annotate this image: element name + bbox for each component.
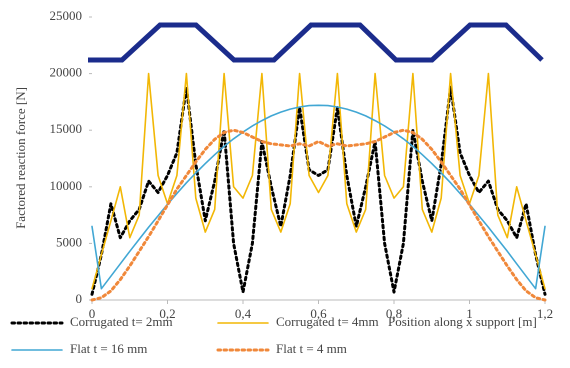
y-tick-label: 20000 [50,65,83,80]
series-line [92,130,545,300]
y-tick-label: 25000 [50,8,83,23]
x-tick-label: 1 [466,306,473,321]
page: {"chart_data": {"type": "line", "y_label… [0,0,570,368]
x-tick-label: 0,8 [386,306,402,321]
y-tick-label: 5000 [56,234,82,249]
y-tick-label: 10000 [50,178,83,193]
y-tick-label: 0 [76,291,83,306]
legend-label: Flat t = 4 mm [276,341,347,356]
y-tick-label: 15000 [50,121,83,136]
x-axis-label: Position along x support [m] [388,314,537,329]
series-line [92,105,545,288]
chart: Factored reaction force [N] Position alo… [0,0,570,368]
legend-label: Corrugated t= 2mm [70,314,173,329]
x-tick-label: 0,4 [235,306,252,321]
legend-label: Flat t = 16 mm [70,341,147,356]
y-axis-label: Factored reaction force [N] [13,87,28,229]
legend-label: Corrugated t= 4mm [276,314,379,329]
x-tick-label: 1,2 [537,306,553,321]
series-line [92,87,545,294]
corrugated-profile [88,25,542,60]
